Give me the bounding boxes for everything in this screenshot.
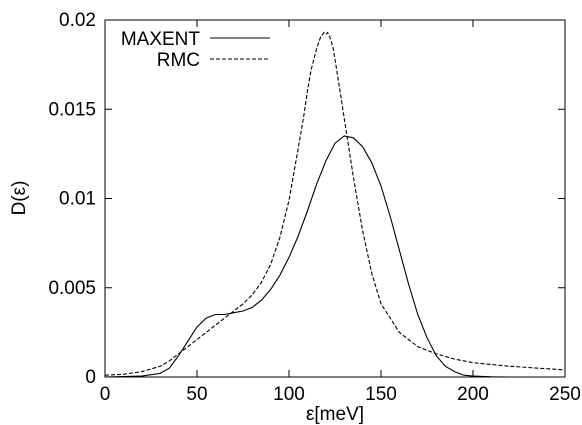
series-line-maxent [104,135,510,378]
y-tick-label: 0.005 [48,278,96,299]
x-tick-label: 50 [186,384,207,405]
y-tick-label: 0 [85,367,96,388]
x-tick-label: 200 [457,384,489,405]
y-axis-title: D(ε) [9,181,30,216]
axis-tick-labels: 0 50 100 150 200 250 0 0.005 0.01 0.015 0.02 [48,10,580,405]
series-lines [104,31,566,378]
legend-label-rmc: RMC [157,50,200,71]
x-tick-label: 250 [549,384,581,405]
axis-ticks [104,19,566,378]
legend-label-maxent: MAXENT [121,29,201,50]
x-tick-label: 0 [100,384,111,405]
y-tick-label: 0.015 [48,99,96,120]
x-axis-title: ε[meV] [306,404,364,425]
series-line-rmc [104,31,566,376]
y-tick-label: 0.01 [59,189,96,210]
y-tick-label: 0.02 [59,10,96,31]
plot-frame [104,19,566,378]
x-tick-label: 150 [365,384,397,405]
x-tick-label: 100 [273,384,305,405]
